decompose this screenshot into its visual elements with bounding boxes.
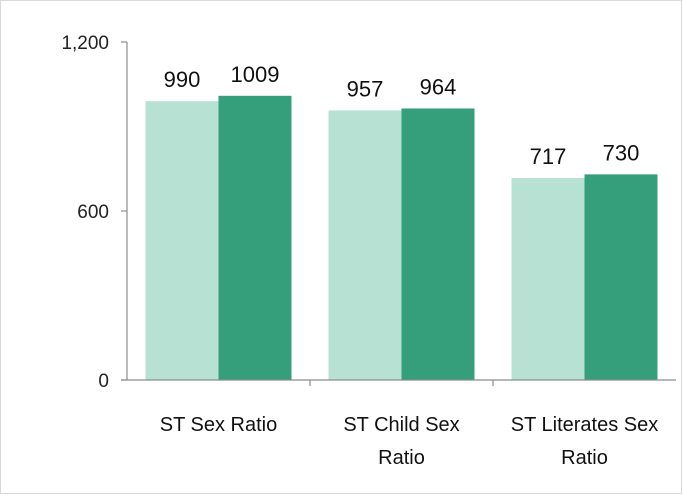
data-label-series2-cat2: 964 [420,74,457,99]
data-label-series1-cat2: 957 [347,76,384,101]
bar-series2-cat3 [584,174,658,380]
bar-series2-cat2 [401,108,475,381]
category-label-1-line1: ST Sex Ratio [160,414,277,436]
bar-series1-cat2 [328,110,402,380]
bar-series1-cat1 [145,101,219,381]
data-label-series2-cat1: 1009 [231,62,280,87]
category-label-3-line2: Ratio [561,447,608,469]
y-tick-label-0: 0 [98,371,109,392]
data-label-series1-cat1: 990 [164,67,201,92]
bar-series1-cat3 [511,178,585,380]
data-label-series2-cat3: 730 [603,140,640,165]
category-label-2-line2: Ratio [378,447,425,469]
bar-series2-cat1 [218,95,292,380]
category-label-2-line1: ST Child Sex [343,414,459,436]
y-tick-label-1: 600 [77,202,109,223]
y-tick-label-2: 1,200 [61,33,109,54]
category-label-3-line1: ST Literates Sex [511,414,658,436]
data-label-series1-cat3: 717 [530,144,567,169]
